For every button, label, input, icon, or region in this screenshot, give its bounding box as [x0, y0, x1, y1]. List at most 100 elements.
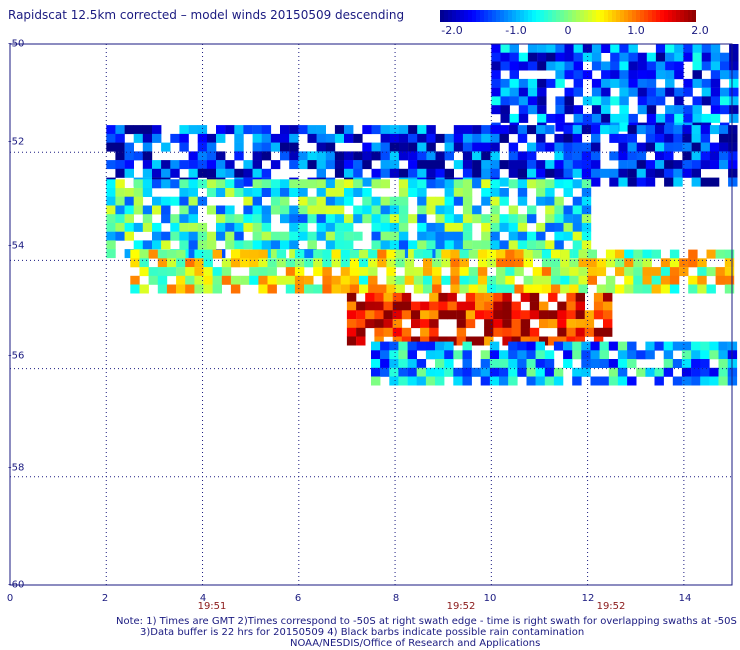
swath-cell: [477, 275, 488, 285]
swath-cell: [380, 160, 390, 170]
swath-cell: [719, 151, 729, 161]
swath-cell: [420, 319, 430, 329]
swath-cell: [371, 151, 381, 161]
swath-cell: [203, 284, 213, 294]
swath-cell: [555, 105, 565, 115]
swath-cell: [545, 205, 555, 215]
swath-cell: [304, 258, 314, 268]
swath-cell: [225, 205, 235, 215]
swath-cell: [426, 160, 436, 170]
swath-cell: [481, 214, 491, 224]
swath-cell: [490, 214, 500, 224]
swath-cell: [496, 267, 506, 277]
swath-cell: [566, 336, 576, 346]
swath-cell: [499, 125, 509, 135]
swath-cell: [401, 327, 412, 337]
swath-cell: [663, 367, 674, 377]
swath-cell: [417, 133, 427, 143]
swath-cell: [371, 376, 381, 386]
swath-cell: [645, 160, 656, 170]
swath-cell: [398, 367, 408, 377]
swath-cell: [646, 105, 657, 115]
swath-cell: [133, 188, 144, 197]
swath-cell: [673, 133, 683, 143]
swath-cell: [408, 142, 418, 152]
swath-cell: [609, 151, 619, 161]
swath-cell: [700, 359, 710, 368]
swath-cell: [491, 78, 501, 88]
swath-cell: [601, 87, 611, 97]
swath-cell: [179, 133, 189, 143]
swath-cell: [508, 359, 518, 368]
swath-cell: [502, 301, 512, 311]
swath-cell: [176, 275, 186, 285]
swath-cell: [499, 214, 509, 224]
swath-cell: [203, 249, 213, 259]
swath-cell: [179, 214, 189, 224]
swath-cell: [700, 160, 711, 170]
swath-cell: [517, 341, 527, 351]
swath-cell: [491, 52, 501, 62]
swath-cell: [555, 61, 565, 71]
swath-cell: [484, 327, 494, 337]
swath-cell: [349, 267, 360, 277]
swath-cell: [624, 249, 634, 259]
swath-cell: [298, 179, 308, 189]
lat-label: -58: [8, 462, 25, 474]
colorbar-swatch: [456, 10, 461, 22]
swath-cell: [527, 160, 537, 170]
swath-cell: [322, 267, 332, 277]
swath-cell: [243, 125, 253, 135]
swath-cell: [371, 168, 381, 178]
swath-cell: [537, 105, 547, 115]
swath-cell: [408, 214, 418, 224]
swath-cell: [389, 205, 400, 215]
swath-cell: [194, 258, 204, 268]
swath-cell: [298, 214, 308, 224]
swath-cell: [544, 350, 555, 360]
swath-cell: [106, 179, 116, 189]
swath-cell: [508, 142, 519, 152]
swath-cell: [720, 70, 730, 80]
swath-cell: [398, 179, 409, 189]
swath-cell: [642, 275, 652, 285]
swath-cell: [472, 125, 482, 135]
swath-cell: [628, 113, 638, 123]
swath-cell: [462, 350, 472, 360]
swath-cell: [216, 179, 226, 189]
swath-cell: [514, 267, 524, 277]
swath-cell: [462, 341, 472, 351]
swath-cell: [537, 87, 547, 97]
swath-cell: [398, 168, 409, 178]
swath-cell: [642, 249, 652, 259]
swath-cell: [432, 267, 442, 277]
swath-cell: [234, 240, 244, 250]
swath-cell: [349, 275, 360, 285]
swath-cell: [664, 160, 674, 170]
swath-cell: [106, 196, 116, 206]
swath-cell: [664, 133, 674, 143]
swath-cell: [401, 310, 412, 320]
swath-cell: [185, 258, 195, 268]
swath-cell: [307, 133, 317, 143]
swath-cell: [517, 350, 527, 360]
swath-cell: [584, 327, 595, 337]
colorbar-swatch: [448, 10, 453, 22]
swath-cell: [720, 61, 730, 71]
swath-cell: [398, 151, 409, 161]
swath-cell: [453, 142, 464, 152]
swath-cell: [688, 275, 698, 285]
swath-cell: [601, 44, 611, 53]
swath-cell: [502, 310, 512, 320]
swath-cell: [600, 168, 610, 178]
swath-cell: [261, 205, 272, 215]
swath-cell: [518, 87, 529, 97]
swath-cell: [527, 205, 537, 215]
swath-cell: [518, 61, 529, 71]
swath-cell: [307, 240, 317, 250]
swath-cell: [544, 367, 555, 377]
swath-cell: [683, 52, 693, 62]
note-line-1: Note: 1) Times are GMT 2)Times correspon…: [116, 616, 737, 627]
colorbar-swatch: [628, 10, 633, 22]
swath-cell: [587, 275, 597, 285]
